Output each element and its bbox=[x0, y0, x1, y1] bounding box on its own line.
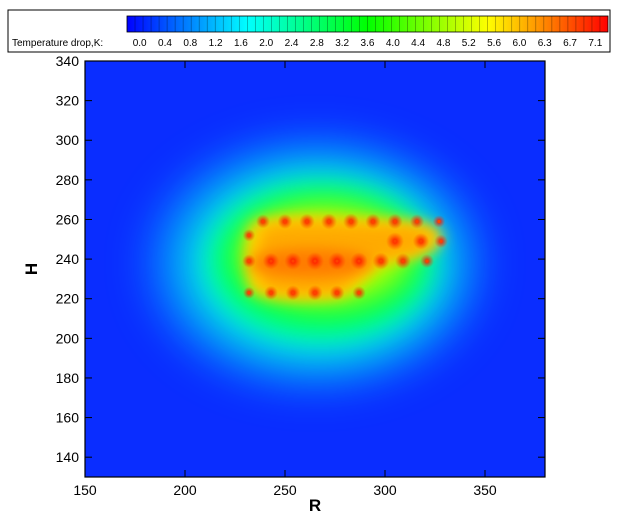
measurement-point bbox=[305, 219, 309, 224]
colorbar-tick-label: 0.8 bbox=[183, 38, 197, 49]
x-tick-label: 350 bbox=[473, 482, 497, 498]
y-tick-label: 220 bbox=[56, 291, 80, 307]
measurement-point bbox=[269, 291, 273, 295]
measurement-point bbox=[437, 219, 441, 224]
y-tick-label: 200 bbox=[56, 330, 80, 346]
measurement-point bbox=[335, 291, 339, 295]
measurement-point bbox=[349, 219, 353, 224]
measurement-point bbox=[269, 259, 273, 263]
measurement-point bbox=[425, 259, 429, 263]
colorbar-tick-label: 1.2 bbox=[209, 38, 223, 49]
measurement-point bbox=[291, 291, 295, 295]
colorbar-tick-label: 2.0 bbox=[259, 38, 273, 49]
x-axis-label: R bbox=[309, 496, 321, 515]
plot-frame bbox=[84, 60, 546, 478]
measurement-point bbox=[401, 259, 405, 263]
colorbar-tick-label: 1.6 bbox=[234, 38, 248, 49]
colorbar-tick-label: 4.4 bbox=[411, 38, 425, 49]
measurement-point bbox=[261, 219, 265, 224]
colorbar-tick-label: 6.0 bbox=[512, 38, 526, 49]
y-tick-labels: 140 160 180 200 220 240 260 280 300 320 340 bbox=[56, 53, 80, 465]
measurement-point bbox=[283, 219, 287, 224]
colorbar-tick-label: 5.6 bbox=[487, 38, 501, 49]
measurement-point bbox=[379, 259, 383, 263]
colorbar-title: Temperature drop,K: bbox=[12, 38, 103, 49]
measurement-point bbox=[393, 239, 397, 243]
y-tick-label: 320 bbox=[56, 93, 80, 109]
colorbar: Temperature drop,K: 0.0 0.4 0.8 1.2 1.6 2.0 2.… bbox=[7, 9, 611, 53]
colorbar-tick-label: 6.3 bbox=[538, 38, 552, 49]
measurement-point bbox=[327, 219, 331, 224]
contour-field bbox=[150, 141, 480, 385]
measurement-point bbox=[247, 259, 251, 263]
y-axis-label: H bbox=[22, 263, 41, 275]
y-tick-label: 240 bbox=[56, 251, 80, 267]
measurement-point bbox=[313, 259, 317, 263]
colorbar-tick-label: 2.8 bbox=[310, 38, 324, 49]
measurement-point bbox=[371, 219, 375, 224]
x-tick-label: 300 bbox=[373, 482, 397, 498]
x-tick-labels: 150 200 250 300 350 bbox=[73, 482, 497, 498]
colorbar-tick-marks bbox=[134, 16, 601, 32]
measurement-point bbox=[291, 259, 295, 263]
colorbar-tick-label: 0.4 bbox=[158, 38, 172, 49]
measurement-point bbox=[335, 259, 339, 263]
y-tick-label: 140 bbox=[56, 449, 80, 465]
colorbar-tick-label: 6.7 bbox=[563, 38, 577, 49]
x-tick-label: 200 bbox=[173, 482, 197, 498]
measurement-point bbox=[247, 291, 251, 295]
colorbar-tick-labels: 0.0 0.4 0.8 1.2 1.6 2.0 2.4 2.8 3.2 3.6 4.0 4.4 4.8 5… bbox=[133, 38, 603, 49]
measurement-point bbox=[357, 259, 361, 263]
colorbar-tick-label: 5.2 bbox=[462, 38, 476, 49]
measurement-points bbox=[242, 213, 448, 301]
axis-ticks bbox=[84, 60, 545, 477]
measurement-point bbox=[415, 219, 419, 224]
measurement-point bbox=[439, 239, 443, 243]
colorbar-tick-label: 0.0 bbox=[133, 38, 147, 49]
colorbar-tick-label: 7.1 bbox=[588, 38, 602, 49]
colorbar-tick-label: 2.4 bbox=[285, 38, 299, 49]
measurement-point bbox=[357, 291, 361, 295]
colorbar-tick-label: 4.8 bbox=[436, 38, 450, 49]
measurement-point bbox=[313, 291, 317, 295]
y-tick-label: 260 bbox=[56, 211, 80, 227]
measurement-point bbox=[247, 233, 251, 237]
measurement-point bbox=[419, 239, 423, 243]
y-tick-label: 180 bbox=[56, 370, 80, 386]
colorbar-tick-label: 3.6 bbox=[361, 38, 375, 49]
x-tick-label: 250 bbox=[273, 482, 297, 498]
y-tick-label: 280 bbox=[56, 172, 80, 188]
y-tick-label: 340 bbox=[56, 53, 80, 69]
colorbar-tick-label: 3.2 bbox=[335, 38, 349, 49]
plot-area: 150 200 250 300 350 140 160 180 200 220 240 260 280… bbox=[56, 53, 546, 498]
x-tick-label: 150 bbox=[73, 482, 97, 498]
y-tick-label: 300 bbox=[56, 132, 80, 148]
y-tick-label: 160 bbox=[56, 410, 80, 426]
measurement-point bbox=[393, 219, 397, 224]
colorbar-tick-label: 4.0 bbox=[386, 38, 400, 49]
